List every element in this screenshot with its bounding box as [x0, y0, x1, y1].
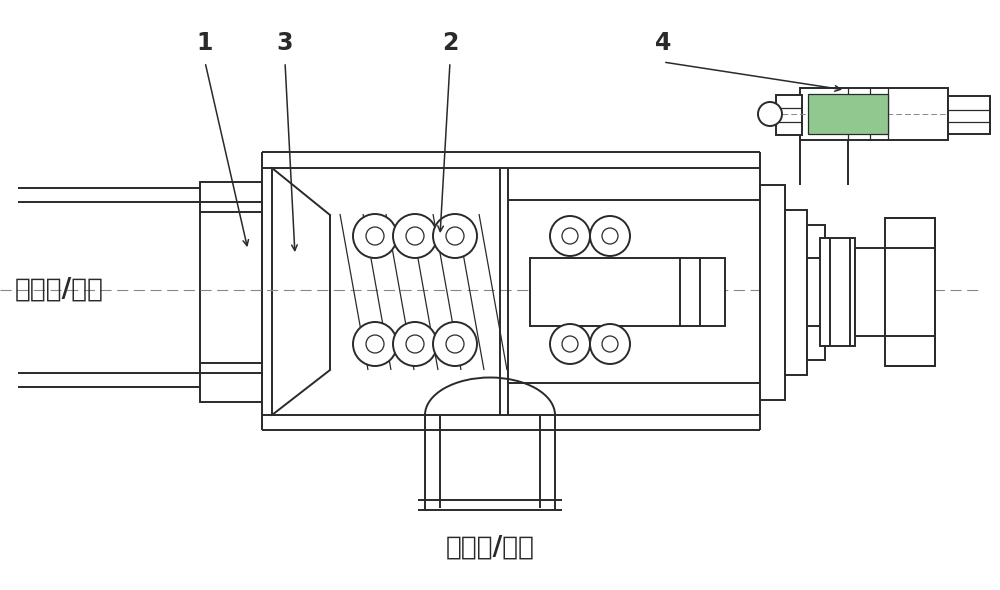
Bar [855, 248, 885, 336]
Bar [948, 96, 990, 134]
Text: 高压腔/进口: 高压腔/进口 [15, 277, 104, 303]
Bar [885, 218, 935, 366]
Bar [808, 94, 888, 134]
Bar [760, 185, 785, 400]
Text: 1: 1 [197, 31, 213, 55]
Circle shape [758, 102, 782, 126]
Bar [820, 238, 855, 346]
Bar [530, 258, 725, 326]
Circle shape [550, 216, 590, 256]
Bar [807, 225, 825, 360]
Circle shape [590, 324, 630, 364]
Circle shape [353, 214, 397, 258]
Circle shape [433, 214, 477, 258]
Bar [785, 210, 807, 375]
Circle shape [393, 322, 437, 366]
Text: 3: 3 [277, 31, 293, 55]
Text: 4: 4 [655, 31, 671, 55]
Bar [800, 88, 948, 140]
Circle shape [393, 214, 437, 258]
Text: 低压腔/出口: 低压腔/出口 [446, 535, 534, 561]
Bar [776, 95, 802, 135]
Circle shape [550, 324, 590, 364]
Text: 2: 2 [442, 31, 458, 55]
Bar [200, 182, 262, 402]
Circle shape [590, 216, 630, 256]
Circle shape [433, 322, 477, 366]
Circle shape [353, 322, 397, 366]
